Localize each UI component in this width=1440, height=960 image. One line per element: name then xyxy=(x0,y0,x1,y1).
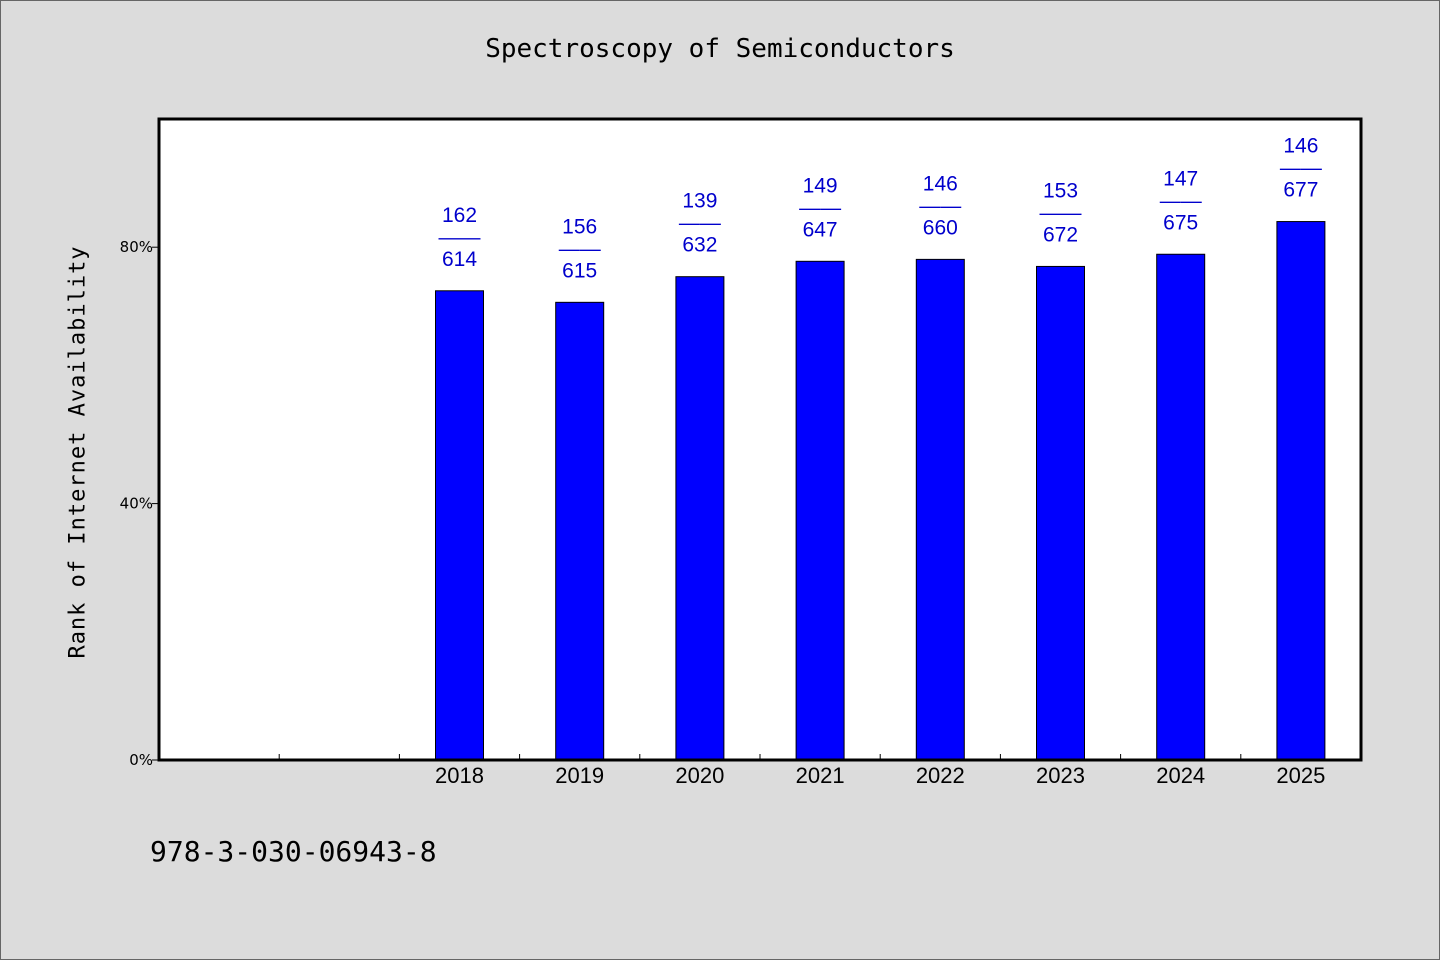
data-label-separator: —— xyxy=(1160,189,1202,212)
plot-border xyxy=(157,117,1363,762)
bar xyxy=(1036,265,1085,761)
x-tick-label: 2023 xyxy=(1036,763,1085,788)
x-tick-label: 2018 xyxy=(435,763,484,788)
y-tick-label: 0% xyxy=(129,751,153,769)
data-label-bottom: 660 xyxy=(923,216,958,239)
bar xyxy=(675,276,725,761)
data-label-separator: —— xyxy=(439,226,481,249)
bar xyxy=(915,258,965,761)
data-label-separator: —— xyxy=(1280,157,1322,180)
data-label-separator: —— xyxy=(1040,201,1082,224)
bar xyxy=(555,301,605,761)
bar xyxy=(435,290,484,761)
x-tick-label: 2022 xyxy=(916,763,965,788)
data-label-top: 146 xyxy=(1283,135,1318,158)
data-label-top: 153 xyxy=(1043,179,1078,202)
x-tick-label: 2024 xyxy=(1156,763,1205,788)
x-tick-label: 2019 xyxy=(555,763,604,788)
x-tick-label: 2021 xyxy=(796,763,845,788)
y-tick-label: 40% xyxy=(120,495,153,513)
data-label-separator: —— xyxy=(919,194,961,217)
data-label-top: 146 xyxy=(923,172,958,195)
data-label-separator: —— xyxy=(799,196,841,219)
data-label-bottom: 672 xyxy=(1043,223,1078,246)
data-label-top: 147 xyxy=(1163,167,1198,190)
x-tick-label: 2025 xyxy=(1276,763,1325,788)
data-label-top: 162 xyxy=(442,204,477,227)
data-label-bottom: 647 xyxy=(803,218,838,241)
data-label-bottom: 675 xyxy=(1163,211,1198,234)
data-label-bottom: 632 xyxy=(682,234,717,257)
bar xyxy=(1276,221,1326,761)
isbn-text: 978-3-030-06943-8 xyxy=(150,835,437,868)
y-tick-label: 80% xyxy=(120,238,153,256)
data-label-bottom: 614 xyxy=(442,248,477,271)
data-label-bottom: 615 xyxy=(562,259,597,282)
data-label-top: 139 xyxy=(682,190,717,213)
data-label-top: 156 xyxy=(562,215,597,238)
bar xyxy=(795,260,845,761)
chart-title: Spectroscopy of Semiconductors xyxy=(485,34,955,64)
data-label-top: 149 xyxy=(803,174,838,197)
data-label-separator: —— xyxy=(679,212,721,235)
bar xyxy=(1156,253,1206,761)
data-label-separator: —— xyxy=(559,237,601,260)
data-label-bottom: 677 xyxy=(1283,179,1318,202)
x-tick-label: 2020 xyxy=(675,763,724,788)
